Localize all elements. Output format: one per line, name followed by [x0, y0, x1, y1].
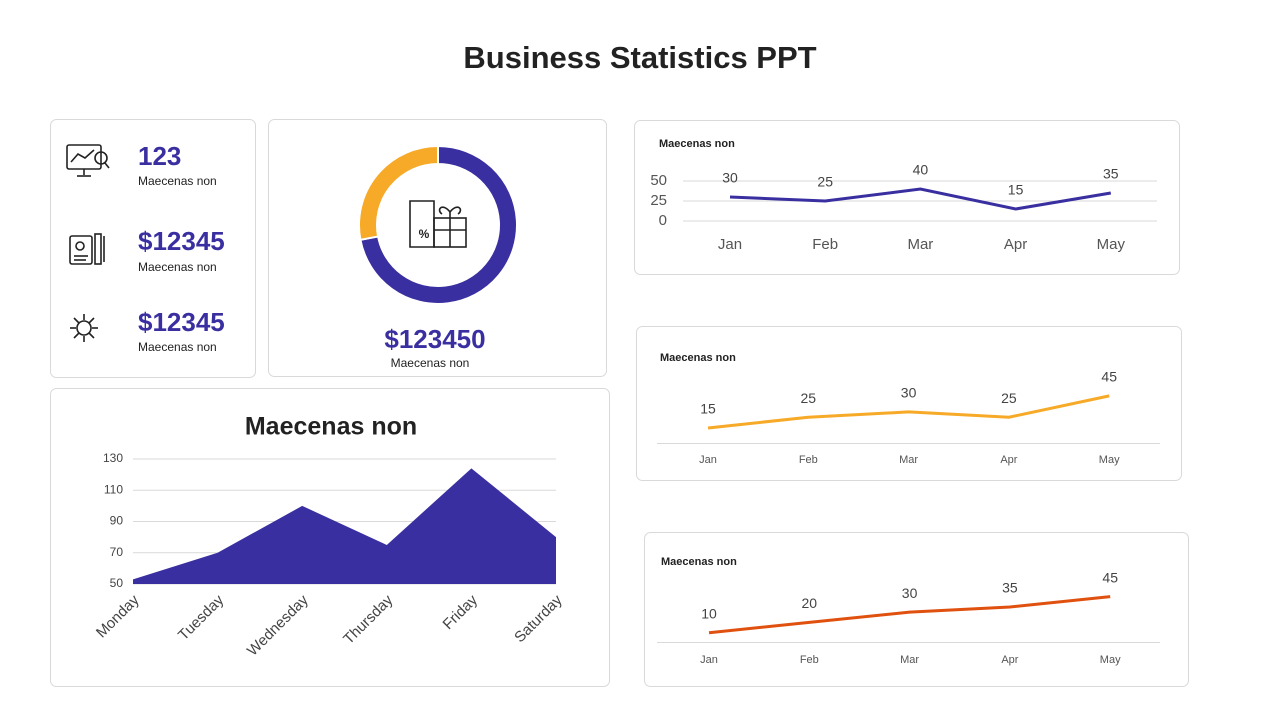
icon-gift-bag: % — [409, 200, 467, 248]
donut-label: Maecenas non — [391, 356, 470, 370]
data-label: 15 — [1008, 182, 1024, 198]
line-card — [644, 532, 1189, 687]
donut-value: $123450 — [384, 324, 485, 354]
y-tick-label: 50 — [650, 172, 667, 189]
donut-slice — [358, 144, 439, 241]
donut-card — [268, 119, 607, 377]
x-tick-label: Feb — [799, 454, 818, 466]
x-tick-label: Feb — [812, 236, 838, 253]
icon-glyph: % — [419, 227, 430, 241]
data-label: 45 — [1102, 569, 1118, 585]
icon-network — [70, 314, 98, 342]
stats-card — [50, 119, 256, 378]
stat-value: 123 — [138, 141, 181, 171]
area — [133, 468, 556, 584]
x-tick-label: Feb — [800, 654, 819, 666]
data-label: 15 — [700, 401, 716, 417]
y-tick-label: 50 — [110, 576, 124, 590]
y-tick-label: 0 — [659, 212, 667, 229]
icon-monitor — [66, 144, 110, 177]
x-tick-label: Apr — [1004, 236, 1027, 253]
y-tick-label: 70 — [110, 545, 124, 559]
stat-label: Maecenas non — [138, 260, 217, 274]
x-tick-label: Mar — [907, 236, 933, 253]
x-tick-label: Mar — [899, 454, 918, 466]
data-label: 30 — [902, 585, 918, 601]
line-card — [634, 120, 1180, 275]
x-tick-label: May — [1100, 654, 1121, 666]
data-label: 35 — [1002, 580, 1018, 596]
stat-value: $12345 — [138, 226, 225, 256]
data-label: 25 — [801, 390, 817, 406]
donut-slice — [359, 144, 518, 305]
data-label: 30 — [901, 385, 917, 401]
icon-document — [69, 233, 105, 265]
stat-label: Maecenas non — [138, 340, 217, 354]
y-tick-label: 110 — [104, 482, 123, 496]
y-tick-label: 90 — [110, 514, 124, 528]
x-tick-label: May — [1099, 454, 1120, 466]
line — [708, 595, 1111, 635]
data-label: 30 — [722, 170, 738, 186]
data-label: 35 — [1103, 166, 1119, 182]
data-label: 10 — [701, 605, 717, 621]
x-tick-label: May — [1097, 236, 1126, 253]
x-tick-label: Apr — [1001, 654, 1018, 666]
chart-title: Maecenas non — [659, 138, 735, 150]
line — [729, 187, 1112, 211]
line-card — [636, 326, 1182, 481]
chart-title: Maecenas non — [660, 352, 736, 364]
chart-title: Maecenas non — [661, 556, 737, 568]
data-label: 20 — [802, 595, 818, 611]
x-tick-label: Apr — [1000, 454, 1017, 466]
slide-title: Business Statistics PPT — [463, 40, 816, 75]
x-tick-label: Jan — [700, 654, 718, 666]
chart-title: Maecenas non — [245, 413, 417, 441]
stat-value: $12345 — [138, 307, 225, 337]
y-tick-label: 25 — [650, 192, 667, 209]
x-tick-label: Jan — [699, 454, 717, 466]
x-tick-label: Jan — [718, 236, 742, 253]
line — [707, 394, 1110, 430]
data-label: 25 — [1001, 390, 1017, 406]
data-label: 25 — [817, 174, 833, 190]
data-label: 40 — [913, 162, 929, 178]
data-label: 45 — [1101, 369, 1117, 385]
y-tick-label: 130 — [103, 451, 123, 465]
stat-label: Maecenas non — [138, 174, 217, 188]
x-tick-label: Mar — [900, 654, 919, 666]
